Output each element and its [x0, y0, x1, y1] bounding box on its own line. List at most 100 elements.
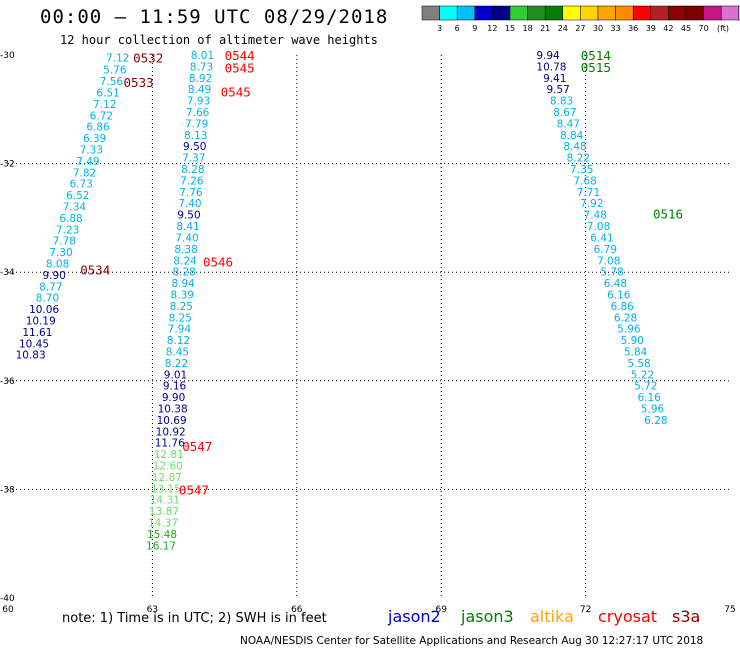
- chart-title: 00:00 – 11:59 UTC 08/29/2018: [40, 6, 389, 28]
- x-tick-label: 69: [435, 605, 447, 615]
- wave-height-point: 6.41: [590, 232, 613, 244]
- credit-text: NOAA/NESDIS Center for Satellite Applica…: [240, 635, 704, 647]
- colorbar-tick-label: 24: [558, 24, 568, 33]
- time-label: 0545: [221, 84, 251, 99]
- wave-height-point: 10.06: [29, 304, 59, 316]
- wave-height-point: 13.15: [151, 483, 181, 495]
- wave-height-point: 7.30: [49, 247, 72, 259]
- colorbar-swatch: [650, 5, 669, 21]
- wave-height-point: 7.12: [106, 53, 129, 65]
- wave-height-point: 10.45: [19, 338, 49, 350]
- wave-height-point: 7.26: [180, 175, 204, 187]
- time-label: 0514: [581, 48, 611, 63]
- wave-height-point: 8.28: [181, 164, 204, 176]
- wave-height-point: 16.17: [146, 540, 176, 552]
- colorbar-tick-label: 3: [437, 24, 442, 33]
- wave-height-point: 8.39: [171, 289, 194, 301]
- wave-height-point: 15.48: [147, 529, 177, 541]
- colorbar-swatch: [509, 5, 528, 21]
- wave-height-point: 8.49: [188, 84, 211, 96]
- colorbar-swatch: [597, 5, 616, 21]
- wave-height-point: 8.25: [169, 312, 192, 324]
- wave-height-point: 8.92: [189, 73, 212, 85]
- y-tick-label: -30: [0, 51, 15, 61]
- wave-height-point: 8.12: [167, 335, 190, 347]
- wave-height-point: 11.61: [22, 327, 52, 339]
- time-label: 0547: [182, 439, 212, 454]
- time-label: 0544: [225, 48, 255, 63]
- wave-height-point: 5.22: [631, 369, 654, 381]
- wave-height-point: 5.72: [634, 381, 657, 393]
- colorbar-tick-label: 39: [646, 24, 656, 33]
- wave-height-point: 7.12: [93, 99, 116, 111]
- wave-height-point: 5.76: [103, 65, 127, 77]
- y-tick-label: -40: [0, 594, 15, 604]
- wave-height-point: 9.90: [43, 270, 66, 282]
- wave-height-point: 7.34: [63, 201, 87, 213]
- wave-height-point: 12.87: [152, 472, 182, 484]
- wave-height-point: 6.86: [86, 122, 110, 134]
- colorbar-tick-label: 9: [472, 24, 477, 33]
- wave-height-point: 9.94: [536, 50, 560, 62]
- wave-height-point: 9.16: [163, 381, 187, 393]
- wave-height-point: 6.73: [69, 179, 92, 191]
- wave-height-point: 6.88: [59, 213, 82, 225]
- wave-height-point: 6.51: [96, 87, 119, 99]
- wave-height-point: 9.57: [546, 84, 569, 96]
- wave-height-point: 8.70: [36, 293, 59, 305]
- wave-height-point: 5.84: [624, 346, 648, 358]
- colorbar-swatch: [527, 5, 546, 21]
- wave-height-point: 8.22: [567, 153, 590, 165]
- wave-height-point: 6.39: [83, 133, 106, 145]
- colorbar-tick-label: 45: [681, 24, 691, 33]
- wave-height-values: 7.125.767.566.517.126.726.866.397.337.49…: [16, 50, 668, 552]
- wave-height-point: 10.19: [26, 316, 56, 328]
- x-tick-label: 75: [724, 605, 735, 615]
- wave-height-point: 7.40: [175, 232, 198, 244]
- wave-height-point: 7.23: [56, 224, 79, 236]
- note-text: note: 1) Time is in UTC; 2) SWH is in fe…: [62, 611, 327, 626]
- wave-height-point: 5.90: [621, 335, 644, 347]
- wave-height-point: 12.81: [154, 449, 184, 461]
- wave-height-point: 6.72: [90, 110, 113, 122]
- wave-height-point: 6.79: [594, 244, 617, 256]
- wave-height-point: 6.86: [610, 301, 634, 313]
- wave-height-point: 10.92: [156, 426, 186, 438]
- colorbar-unit: (ft): [717, 24, 729, 33]
- colorbar-swatch: [685, 5, 704, 21]
- wave-height-point: 10.69: [157, 415, 187, 427]
- wave-height-point: 8.01: [191, 50, 214, 62]
- wave-height-point: 7.82: [73, 167, 96, 179]
- y-tick-label: -32: [0, 160, 15, 170]
- wave-height-point: 7.66: [186, 107, 210, 119]
- colorbar-tick-label: 12: [487, 24, 497, 33]
- wave-height-point: 8.84: [560, 130, 584, 142]
- colorbar-tick-label: 6: [455, 24, 460, 33]
- wave-height-point: 7.56: [100, 76, 124, 88]
- wave-height-point: 5.78: [600, 267, 623, 279]
- wave-height-point: 7.76: [179, 187, 203, 199]
- wave-height-point: 7.78: [53, 236, 76, 248]
- wave-height-point: 11.76: [155, 438, 185, 450]
- wave-height-point: 6.16: [637, 392, 661, 404]
- wave-height-point: 7.68: [573, 175, 596, 187]
- colorbar-tick-label: 42: [663, 24, 673, 33]
- axis-tick-labels: 60 63 66 69 72 75 -30 -32 -34 -36 -38 -40: [0, 51, 736, 615]
- colorbar-swatch: [632, 5, 652, 21]
- wave-height-point: 7.08: [587, 221, 610, 233]
- wave-height-point: 5.58: [627, 358, 650, 370]
- wave-height-point: 6.48: [604, 278, 627, 290]
- colorbar-tick-label: 15: [505, 24, 515, 33]
- wave-height-point: 6.52: [66, 190, 89, 202]
- wave-height-point: 5.96: [641, 403, 665, 415]
- wave-height-point: 8.47: [557, 118, 580, 130]
- wave-height-point: 7.08: [597, 255, 620, 267]
- time-label: 0533: [124, 75, 154, 90]
- wave-height-point: 8.25: [170, 301, 193, 313]
- x-tick-label: 60: [2, 605, 14, 615]
- wave-height-point: 10.38: [158, 403, 188, 415]
- colorbar-swatch: [474, 5, 493, 21]
- colorbar-swatch: [544, 5, 564, 21]
